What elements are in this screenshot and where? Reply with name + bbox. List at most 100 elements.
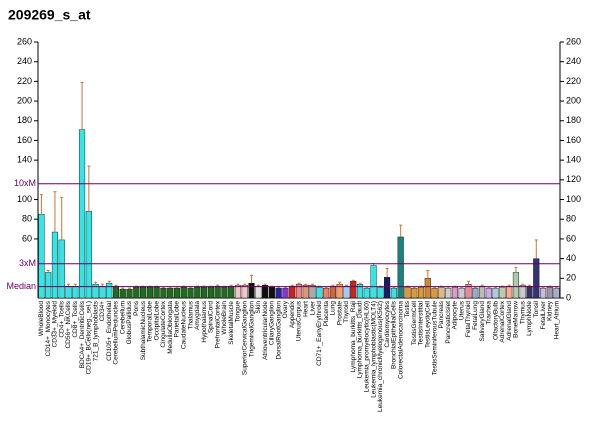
x-tick-label: Trachea — [486, 301, 493, 325]
x-tick-label: FetalThyroid — [465, 301, 472, 338]
bar — [343, 285, 350, 299]
bar — [248, 283, 255, 299]
x-tick-label: BronchialEpithelialCells — [391, 300, 398, 369]
x-tick-label: Placenta — [323, 301, 330, 327]
bar — [526, 285, 533, 299]
x-tick-label: GlobusPallidus — [126, 300, 133, 344]
bar — [424, 278, 431, 299]
x-tick-label: Prostate — [336, 301, 343, 326]
bar — [234, 285, 242, 299]
x-tick-label: LymphNode — [526, 301, 533, 336]
x-tick-label: UterusCorpus — [296, 300, 303, 341]
bar — [72, 285, 79, 299]
y2-tick-label: 100 — [566, 194, 581, 204]
x-tick-label: CD71+_EarlyErythroid — [316, 301, 323, 366]
x-tick-label: WholeBrain — [221, 301, 228, 335]
x-tick-label: CD34+ — [99, 301, 106, 322]
bar — [85, 211, 92, 299]
y-tick-label: 240 — [17, 56, 32, 66]
x-tick-label: Skin — [255, 301, 262, 314]
y2-tick-label: 20 — [566, 273, 576, 283]
x-tick-label: Cerebellum — [119, 301, 126, 334]
x-tick-label: Lymphoma_burkitts_Daudi — [357, 301, 364, 378]
x-tick-label: Liver — [309, 300, 316, 315]
bar — [241, 285, 248, 299]
bar — [201, 286, 208, 299]
bar — [302, 285, 309, 299]
x-tick-label: AdrenalCortex — [499, 300, 506, 342]
x-tick-label: SuperiorCervicalGanglion — [241, 301, 248, 375]
x-tick-label: SpinalCord — [208, 301, 215, 334]
x-tick-label: TemporalLobe — [147, 301, 154, 343]
x-tick-label: 721_B_lymphoblasts — [92, 300, 99, 361]
bar — [167, 287, 174, 299]
bar — [316, 286, 323, 299]
y-tick-label: 60 — [22, 233, 32, 243]
x-tick-label: Amygdala — [194, 301, 201, 330]
bar — [472, 287, 479, 299]
bar — [411, 287, 418, 299]
x-tick-label: Heart_Atrium — [553, 301, 560, 339]
bar — [221, 286, 228, 299]
x-tick-label: DorsalRootGanglion — [275, 301, 282, 360]
x-tick-label: Cardiomyocytes — [384, 300, 391, 347]
reference-label: Median — [6, 281, 36, 291]
bar — [512, 272, 519, 299]
x-tick-label: CaudateNucleus — [180, 300, 187, 349]
bar — [445, 287, 452, 299]
y-tick-label: 100 — [17, 194, 32, 204]
x-tick-label: Pancreas — [438, 300, 445, 328]
bar — [153, 286, 160, 299]
bar — [451, 286, 458, 299]
bar — [65, 285, 72, 299]
bar — [282, 287, 289, 299]
x-tick-label: OccipitalLobe — [153, 301, 160, 341]
bar — [519, 285, 526, 299]
y2-tick-label: 40 — [566, 253, 576, 263]
bar — [207, 286, 214, 299]
x-tick-label: Kidney — [547, 300, 554, 321]
bar — [485, 287, 492, 299]
bar — [275, 287, 282, 299]
x-tick-label: MedullaOblongata — [167, 301, 174, 354]
y2-tick-label: 200 — [566, 95, 581, 105]
y2-tick-label: 80 — [566, 214, 576, 224]
bar — [51, 231, 58, 299]
bar — [146, 286, 153, 299]
bar — [268, 286, 275, 299]
y2-tick-label: 120 — [566, 174, 581, 184]
x-tick-label: CD56+_NKCells — [65, 300, 72, 348]
x-tick-label: WholeBlood — [38, 301, 45, 336]
bar — [492, 287, 499, 299]
x-tick-label: Hypothalamus — [201, 300, 208, 342]
bar — [390, 287, 397, 299]
bar — [187, 287, 194, 299]
bar — [255, 285, 262, 299]
bar — [458, 287, 465, 299]
bar — [350, 281, 357, 299]
bar — [99, 285, 106, 299]
y2-tick-label: 260 — [566, 36, 581, 46]
x-tick-label: CiliaryGanglion — [269, 301, 276, 345]
bar — [112, 285, 120, 299]
x-tick-label: Appendix — [289, 300, 296, 328]
x-tick-label: Thyroid — [343, 301, 350, 323]
bar — [106, 283, 113, 299]
y-tick-label: 220 — [17, 76, 32, 86]
reference-label: 3xM — [19, 258, 36, 268]
x-tick-label: PancreaticIslet — [445, 301, 452, 344]
bar — [404, 286, 411, 299]
x-tick-label: TrigeminalGanglion — [248, 301, 255, 358]
x-tick-label: TestisInterstitial — [418, 300, 425, 345]
bar — [533, 258, 540, 299]
y2-tick-label: 140 — [566, 155, 581, 165]
y2-tick-label: 60 — [566, 233, 576, 243]
x-tick-label: SubthalamicNucleus — [140, 300, 147, 360]
bar — [262, 285, 269, 299]
bar — [384, 277, 391, 299]
bar — [553, 287, 560, 299]
bar — [214, 285, 221, 299]
x-tick-label: AtrioventricularNode — [262, 301, 269, 360]
bar — [329, 285, 336, 299]
